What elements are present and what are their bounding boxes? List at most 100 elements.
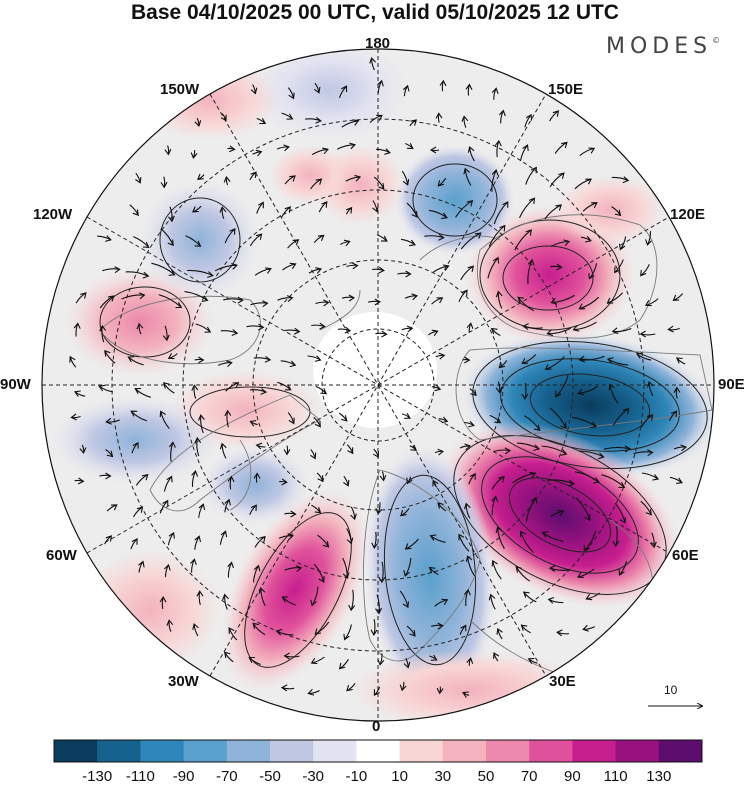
colorbar-tick-label: -10 (345, 768, 368, 785)
wind-arrow (249, 233, 263, 247)
wind-arrow (527, 258, 535, 285)
wind-arrow (649, 532, 657, 549)
wind-arrow (401, 170, 410, 186)
wind-arrow (524, 415, 541, 432)
wind-arrow (254, 535, 266, 548)
wind-arrow (277, 295, 294, 303)
wind-arrow (246, 323, 265, 331)
wind-arrow (284, 510, 297, 518)
wind-vectors (69, 56, 688, 698)
wind-arrow (350, 506, 357, 521)
wind-arrow (514, 229, 532, 251)
wind-arrow (555, 375, 569, 398)
wind-arrow (575, 471, 600, 484)
wind-arrow (463, 502, 471, 519)
wind-arrow (468, 472, 476, 485)
colorbar-tick-label: -90 (172, 768, 195, 785)
wind-arrow (548, 565, 571, 573)
blue-anomaly-northwest (140, 180, 260, 300)
wind-arrow (191, 384, 199, 399)
wind-arrow (135, 172, 142, 184)
wind-arrow (547, 596, 564, 604)
wind-arrow (578, 296, 600, 310)
wind-arrow (488, 224, 506, 247)
wind-arrow (516, 442, 541, 452)
wind-arrow (431, 384, 442, 392)
wind-arrow (127, 356, 144, 366)
wind-arrow (69, 355, 77, 368)
wind-arrow (377, 79, 384, 94)
wind-arrow (311, 147, 329, 156)
wind-arrow (254, 267, 272, 276)
wind-arrow (282, 262, 297, 271)
wind-arrow (459, 443, 472, 451)
wind-arrow (225, 382, 240, 392)
colorbar (53, 739, 703, 763)
wind-arrow (458, 289, 468, 302)
colorbar-segment (226, 740, 271, 762)
wind-arrow (633, 449, 654, 457)
wind-arrow (223, 296, 244, 304)
wind-arrow (399, 681, 407, 692)
wind-arrow (521, 382, 529, 401)
wind-arrow (278, 533, 295, 541)
colorbar-tick-label: 30 (434, 768, 452, 785)
wind-arrow (379, 471, 387, 482)
wind-arrow (491, 495, 499, 516)
wind-arrow (518, 197, 536, 219)
wind-arrow (463, 167, 472, 186)
colorbar-segment (615, 740, 660, 762)
wind-arrow (424, 233, 445, 241)
wind-arrow (377, 653, 385, 666)
wind-arrow (162, 325, 170, 342)
wind-arrow (279, 478, 288, 486)
wind-arrow (194, 356, 205, 364)
wind-arrow (284, 175, 296, 185)
wind-arrow (315, 385, 328, 395)
wind-arrow (99, 324, 107, 343)
wind-arrow (550, 294, 575, 305)
wind-arrow (253, 355, 272, 363)
colorbar-border (53, 739, 703, 763)
wind-arrow (370, 618, 378, 636)
wind-arrow (310, 178, 323, 190)
wind-arrow (549, 172, 565, 188)
wind-arrow (336, 142, 356, 150)
wind-arrow (493, 447, 512, 455)
colorbar-tick-label: 50 (477, 768, 495, 785)
wind-arrow (166, 619, 174, 632)
wind-arrow (428, 566, 439, 575)
wind-arrow (249, 171, 257, 181)
wind-arrow (548, 479, 575, 487)
lon-label-180: 180 (365, 35, 391, 52)
wind-arrow (588, 263, 598, 280)
wind-arrow (491, 559, 502, 580)
wind-arrow (462, 691, 470, 698)
wind-arrow (431, 297, 444, 305)
wind-arrow (136, 322, 144, 335)
wind-arrow (498, 360, 508, 369)
wind-arrow (192, 205, 202, 213)
wind-arrow (465, 83, 473, 96)
wind-arrow (346, 444, 354, 455)
wind-arrow (167, 206, 175, 223)
colorbar-segment (572, 740, 617, 762)
wind-arrow (434, 598, 449, 607)
wind-arrow (549, 110, 560, 122)
wind-arrow (342, 557, 350, 579)
wind-arrow (550, 263, 563, 271)
wind-arrow (376, 234, 388, 242)
wind-arrow (305, 116, 322, 124)
wind-arrow (466, 322, 474, 333)
wind-arrow (469, 388, 477, 397)
wind-arrow (645, 231, 652, 246)
wind-arrow (582, 202, 598, 212)
wind-arrow (159, 596, 167, 610)
wind-arrow (318, 201, 328, 213)
brand-name: MODES (606, 34, 713, 59)
wind-arrow (256, 201, 264, 214)
wind-arrow (224, 409, 232, 428)
colorbar-tick-label: 10 (391, 768, 408, 785)
wind-arrow (455, 199, 474, 218)
colorbar-tick-label: -50 (259, 768, 281, 785)
